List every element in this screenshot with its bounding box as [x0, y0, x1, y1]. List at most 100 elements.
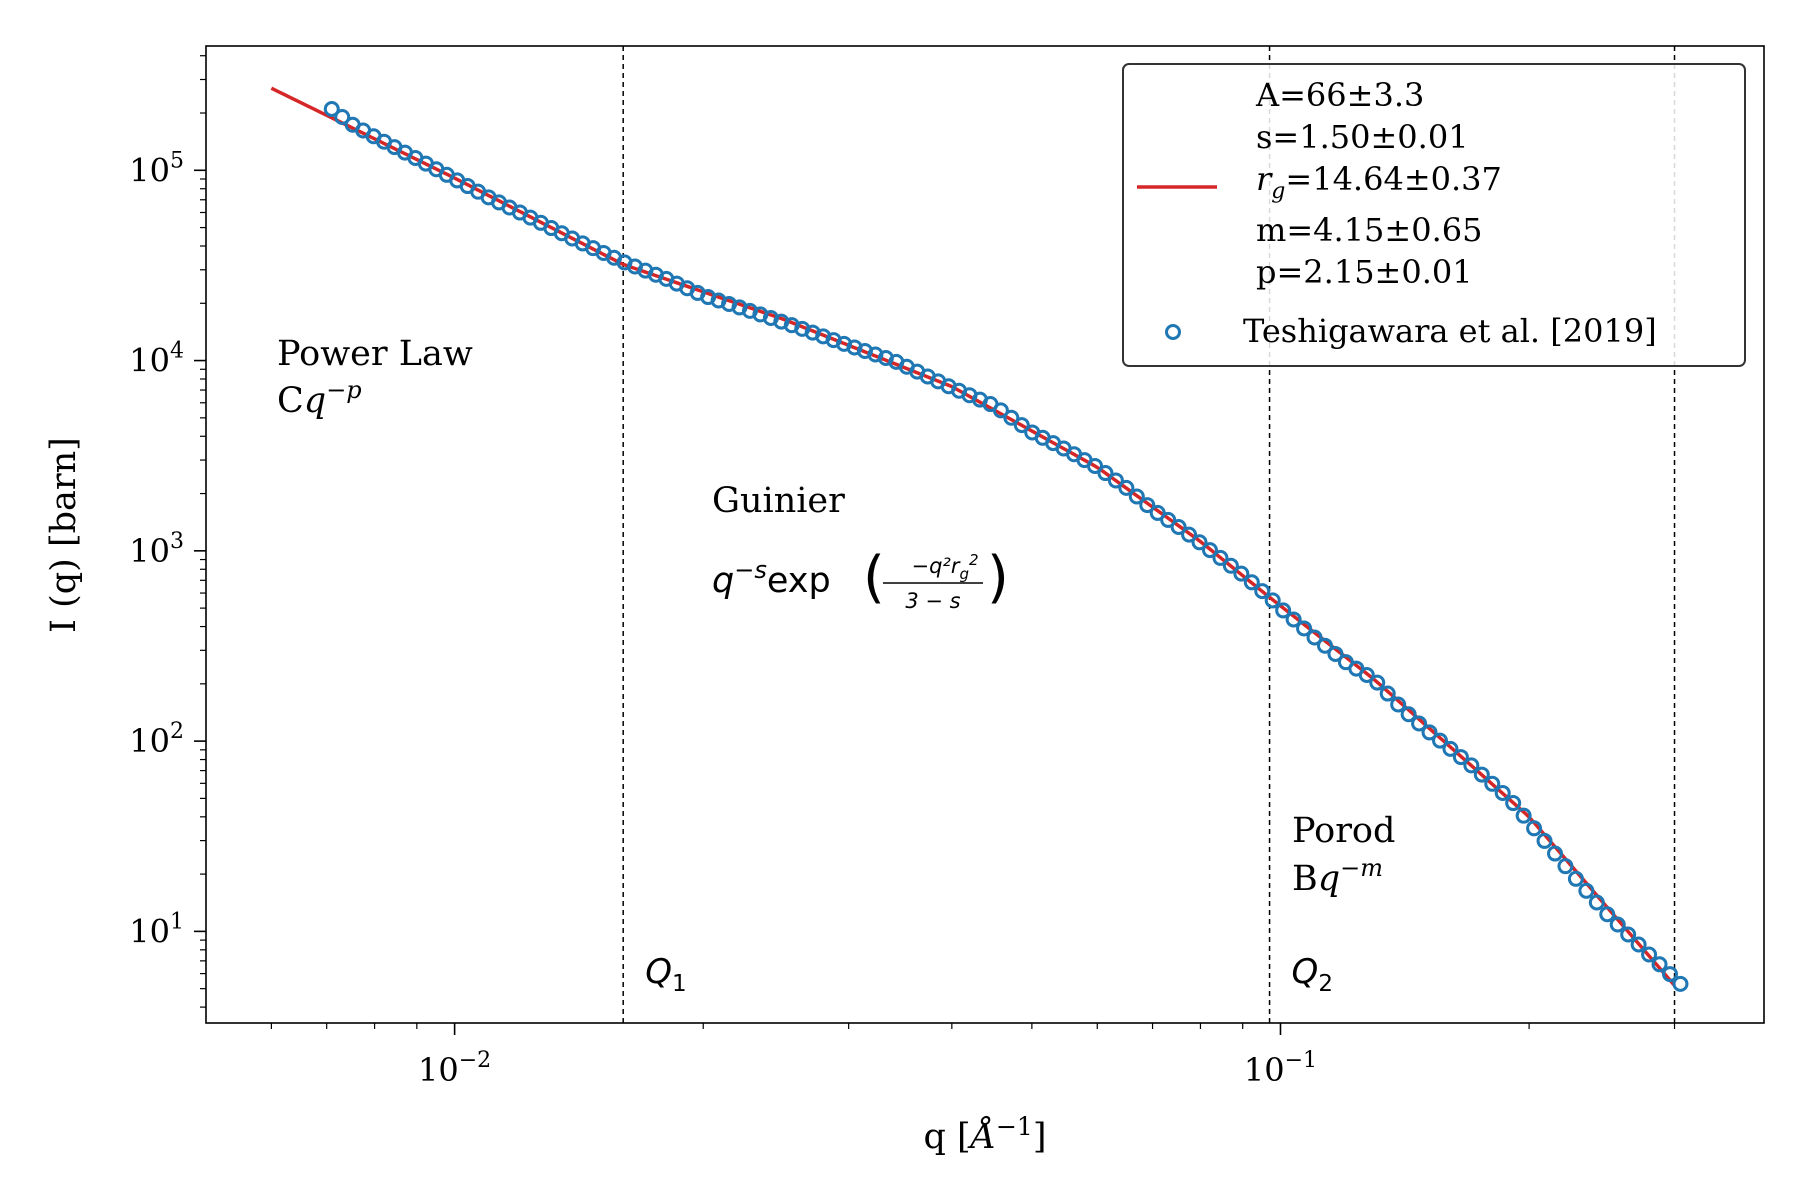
power-law-formula: Cq−p: [277, 376, 362, 421]
data-point: [1128, 488, 1145, 505]
legend-scatter-swatch: [1165, 324, 1181, 340]
data-point: [1567, 870, 1584, 887]
data-point: [1243, 574, 1260, 591]
data-point: [1285, 611, 1302, 628]
data-point: [334, 108, 351, 125]
data-point: [1181, 526, 1198, 543]
data-point: [1641, 946, 1658, 963]
porod-var: q: [1318, 859, 1340, 899]
guinier-exp: −s: [734, 556, 767, 584]
data-point: [1369, 674, 1386, 691]
axis-ticks: 10−2 10−1 101 102 103 104 105: [129, 55, 1676, 1089]
data-point: [1086, 457, 1103, 474]
guinier-denominator: 3 − s: [905, 589, 960, 613]
data-point: [1505, 795, 1522, 812]
porod-exp: −m: [1340, 854, 1383, 882]
plot-frame: [205, 45, 1765, 1024]
data-point: [1003, 409, 1020, 426]
x-tick-label: 10−2: [418, 1048, 491, 1089]
porod-formula: Bq−m: [1292, 854, 1383, 899]
data-point: [1473, 766, 1490, 783]
data-point: [1651, 956, 1668, 973]
data-point: [1107, 472, 1124, 489]
data-point: [323, 100, 340, 117]
y-tick-label: 102: [129, 719, 184, 760]
legend-param-m: m=4.15±0.65: [1256, 211, 1482, 249]
data-point: [1546, 845, 1563, 862]
guinier-formula: q−sexp ( −q²rg2 3 − s ): [712, 545, 1009, 613]
data-point: [1494, 785, 1511, 802]
data-point: [1379, 685, 1396, 702]
data-point: [1421, 724, 1438, 741]
legend-box: [1122, 63, 1746, 367]
y-axis-label: I (q) [barn]: [44, 437, 84, 633]
guinier-right-paren: ): [987, 545, 1009, 610]
guinier-title: Guinier: [712, 481, 845, 521]
data-point: [1170, 519, 1187, 536]
data-point: [1254, 583, 1271, 600]
legend: A=66±3.3 s=1.50±0.01 rg=14.64±0.37 m=4.1…: [1122, 63, 1746, 367]
data-point: [1578, 882, 1595, 899]
y-tick-label: 105: [129, 148, 184, 189]
data-point: [1327, 645, 1344, 662]
legend-param-s: s=1.50±0.01: [1256, 118, 1469, 156]
data-point: [1390, 696, 1407, 713]
data-point: [1536, 832, 1553, 849]
legend-param-p: p=2.15±0.01: [1256, 253, 1473, 291]
vline-label-1: Q1: [645, 952, 686, 997]
y-tick-label: 103: [129, 529, 184, 570]
data-point: [1296, 620, 1313, 637]
guinier-func: exp: [767, 561, 831, 601]
data-point: [992, 402, 1009, 419]
data-point: [1139, 497, 1156, 514]
vline-label-2: Q2: [1292, 952, 1333, 997]
data-point: [1233, 565, 1250, 582]
porod-prefix: B: [1292, 859, 1318, 899]
data-points: [323, 100, 1689, 992]
legend-param-rg: rg=14.64±0.37: [1256, 160, 1502, 204]
data-point: [1160, 511, 1177, 528]
data-point: [1358, 667, 1375, 684]
data-point: [1630, 936, 1647, 953]
data-point: [1316, 637, 1333, 654]
power-law-exp: −p: [326, 376, 361, 404]
guinier-left-paren: (: [863, 545, 885, 610]
x-axis-label: q [Å−1]: [924, 1112, 1047, 1157]
svg-text:q−sexp: q−sexp: [712, 556, 831, 601]
data-point: [1013, 417, 1030, 434]
data-point: [1411, 715, 1428, 732]
data-point: [1463, 757, 1480, 774]
data-point: [1557, 858, 1574, 875]
guinier-numerator: −q²rg2: [911, 551, 978, 583]
data-point: [1201, 542, 1218, 559]
power-law-title: Power Law: [277, 334, 473, 374]
data-point: [1452, 749, 1469, 766]
porod-title: Porod: [1292, 811, 1395, 851]
data-point: [1599, 906, 1616, 923]
legend-param-a: A=66±3.3: [1255, 76, 1424, 114]
data-point: [1431, 732, 1448, 749]
data-point: [1588, 894, 1605, 911]
data-point: [1275, 602, 1292, 619]
data-point: [1191, 534, 1208, 551]
legend-scatter-label: Teshigawara et al. [2019]: [1243, 312, 1657, 350]
data-point: [1149, 504, 1166, 521]
data-point: [1672, 975, 1689, 992]
data-point: [1097, 465, 1114, 482]
data-point: [1515, 807, 1532, 824]
data-point: [1264, 592, 1281, 609]
guinier-prefix: q: [712, 561, 734, 601]
data-point: [1400, 706, 1417, 723]
data-point: [1609, 916, 1626, 933]
data-point: [1620, 926, 1637, 943]
y-tick-label: 101: [129, 909, 184, 950]
data-point: [1484, 775, 1501, 792]
data-point: [1212, 549, 1229, 566]
power-law-prefix: C: [277, 381, 304, 421]
y-tick-label: 104: [129, 339, 184, 380]
data-point: [1661, 966, 1678, 983]
data-point: [1222, 557, 1239, 574]
data-point: [1526, 820, 1543, 837]
data-point: [1306, 629, 1323, 646]
